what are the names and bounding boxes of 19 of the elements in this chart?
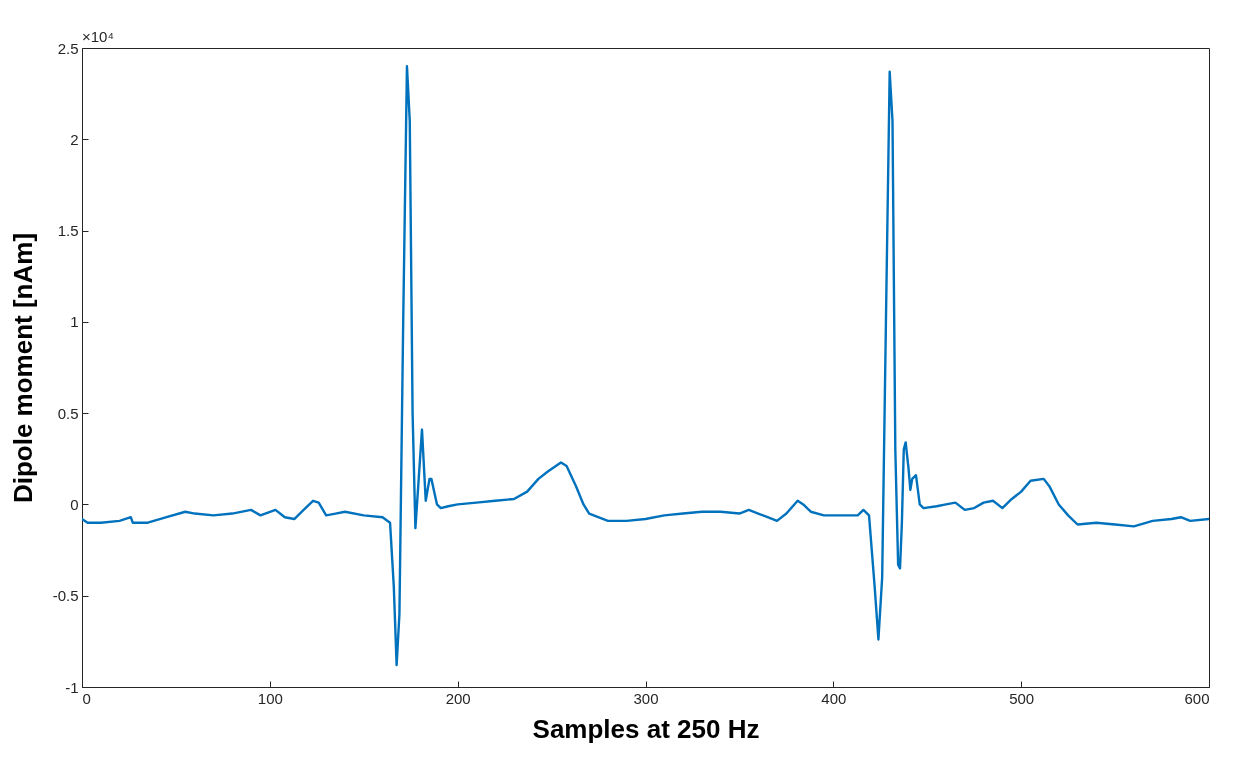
x-tick-label: 200 (445, 689, 471, 707)
x-tick-label: 100 (257, 689, 283, 707)
y-tick-label: 1.5 (57, 222, 79, 240)
x-tick-label: 500 (1009, 689, 1035, 707)
y-axis-title: Dipole moment [nAm] (7, 232, 38, 504)
y-tick-label: -0.5 (52, 587, 79, 605)
y-tick-label: 0.5 (57, 404, 79, 422)
x-tick-label: 0 (82, 689, 91, 707)
y-tick-label: -1 (65, 678, 79, 696)
y-tick-label: 2.5 (57, 39, 79, 57)
line-series (82, 65, 1209, 667)
x-axis-title: Samples at 250 Hz (532, 713, 760, 744)
y-tick-label: 2 (70, 130, 79, 148)
y-tick-label: 1 (70, 313, 79, 331)
x-tick-label: 600 (1184, 689, 1210, 707)
text: ×10⁴ (82, 28, 114, 45)
y-tick-label: 0 (70, 495, 79, 513)
x-tick-label: 300 (633, 689, 659, 707)
x-tick-label: 400 (821, 689, 847, 707)
